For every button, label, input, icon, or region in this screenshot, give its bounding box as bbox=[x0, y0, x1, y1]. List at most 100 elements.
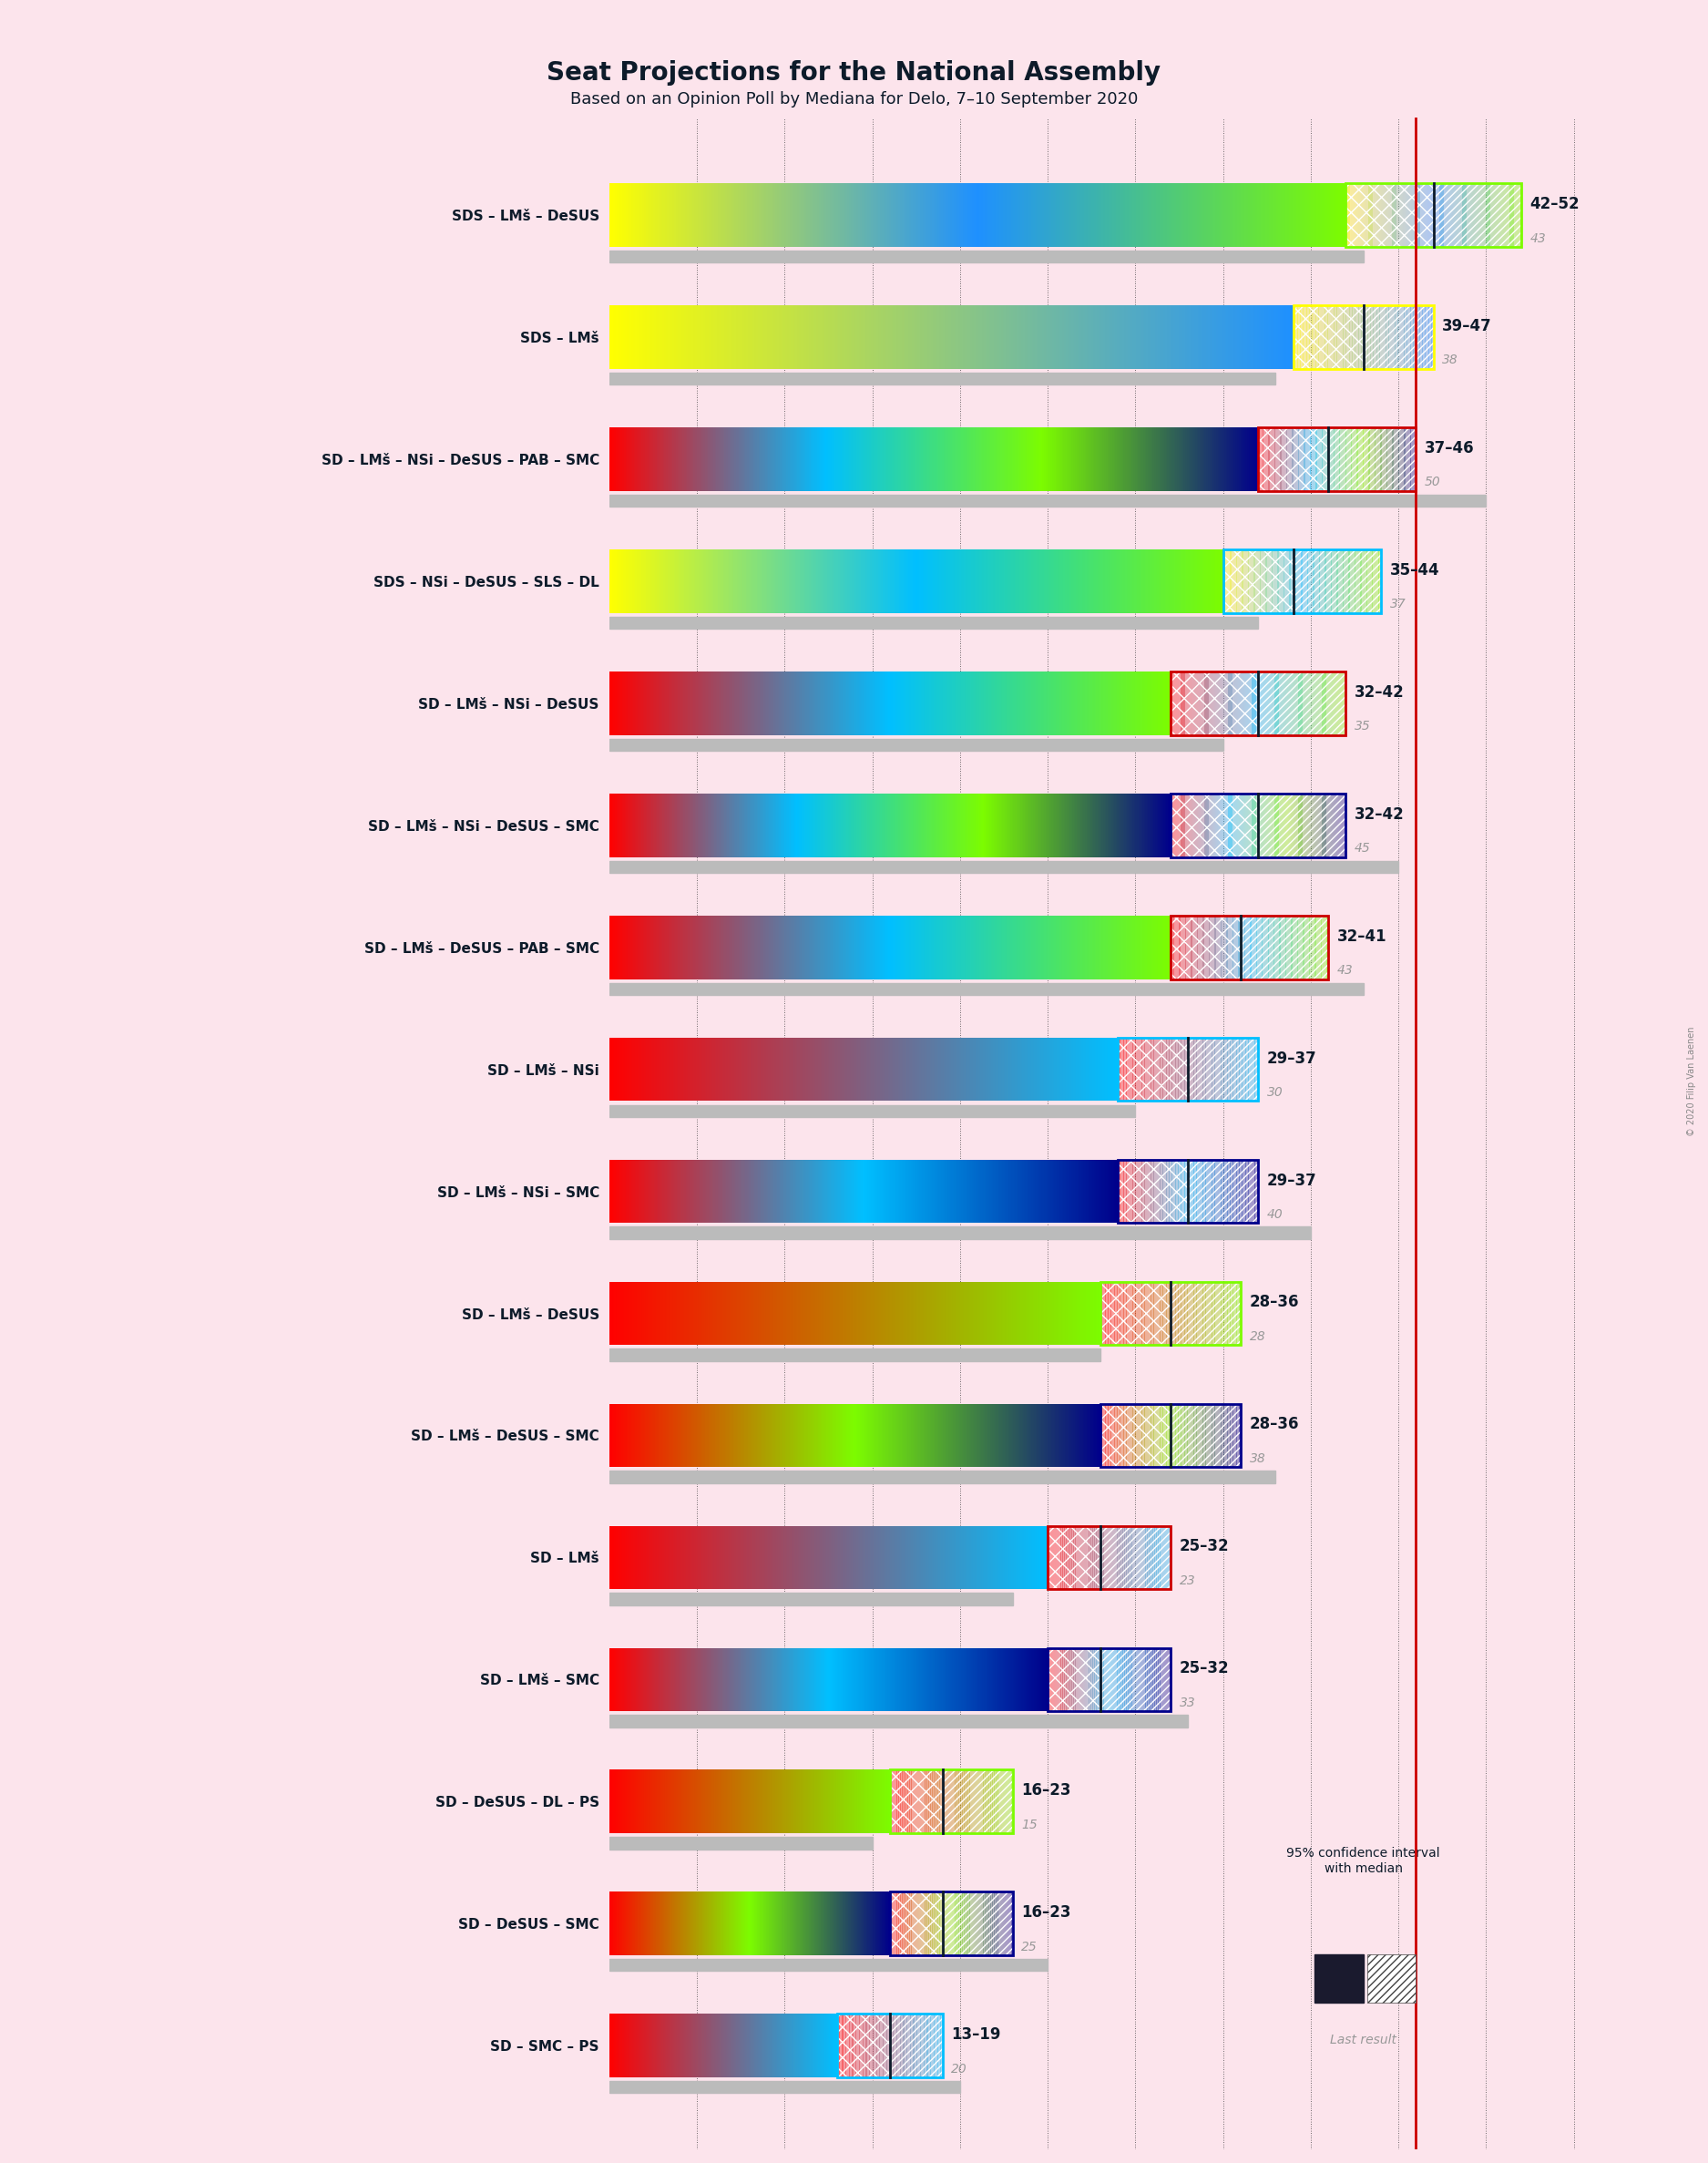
Bar bbox=[823, 184, 825, 247]
Bar bbox=[948, 184, 950, 247]
Bar bbox=[779, 184, 781, 247]
Bar bbox=[1102, 305, 1103, 370]
Bar bbox=[779, 428, 782, 491]
Bar bbox=[704, 549, 705, 612]
Bar bbox=[1170, 671, 1259, 735]
Bar bbox=[1220, 305, 1221, 370]
Bar bbox=[736, 184, 738, 247]
Bar bbox=[1216, 305, 1218, 370]
Bar bbox=[680, 428, 681, 491]
Bar bbox=[1076, 428, 1078, 491]
Bar bbox=[1052, 305, 1054, 370]
Bar bbox=[610, 1960, 1047, 1970]
Bar bbox=[1284, 305, 1286, 370]
Bar bbox=[693, 549, 695, 612]
Bar bbox=[654, 549, 656, 612]
Bar bbox=[642, 305, 644, 370]
Bar bbox=[1098, 428, 1100, 491]
Bar bbox=[980, 305, 982, 370]
Bar bbox=[804, 549, 806, 612]
Bar bbox=[1170, 915, 1240, 980]
Bar bbox=[1197, 549, 1199, 612]
Bar bbox=[1030, 428, 1032, 491]
Bar bbox=[760, 305, 762, 370]
Bar bbox=[1165, 305, 1167, 370]
Bar bbox=[963, 428, 965, 491]
Bar bbox=[625, 428, 627, 491]
Bar bbox=[1250, 428, 1252, 491]
Bar bbox=[1117, 1038, 1259, 1101]
Bar bbox=[997, 305, 999, 370]
Bar bbox=[1185, 184, 1187, 247]
Bar bbox=[1126, 549, 1127, 612]
Bar bbox=[828, 305, 830, 370]
Bar bbox=[1102, 428, 1103, 491]
Bar bbox=[1226, 428, 1228, 491]
Bar bbox=[1249, 305, 1250, 370]
Bar bbox=[794, 305, 796, 370]
Bar bbox=[951, 549, 953, 612]
Bar bbox=[1172, 428, 1173, 491]
Bar bbox=[830, 305, 832, 370]
Text: 29–37: 29–37 bbox=[1267, 1172, 1317, 1190]
Bar bbox=[815, 184, 818, 247]
Bar bbox=[989, 549, 991, 612]
Bar bbox=[927, 549, 929, 612]
Bar bbox=[1108, 428, 1110, 491]
Bar bbox=[1085, 549, 1086, 612]
Bar bbox=[840, 549, 842, 612]
Bar bbox=[1114, 549, 1115, 612]
Bar bbox=[1196, 428, 1197, 491]
Bar bbox=[1086, 549, 1088, 612]
Bar bbox=[1107, 305, 1108, 370]
Bar bbox=[1127, 549, 1129, 612]
Bar bbox=[1009, 428, 1011, 491]
Bar bbox=[777, 428, 779, 491]
Bar bbox=[658, 428, 659, 491]
Bar bbox=[617, 428, 618, 491]
Bar bbox=[770, 305, 772, 370]
Bar bbox=[646, 184, 647, 247]
Bar bbox=[808, 549, 810, 612]
Bar bbox=[1283, 305, 1284, 370]
Bar bbox=[758, 428, 760, 491]
Bar bbox=[1052, 549, 1054, 612]
Bar bbox=[1016, 305, 1018, 370]
Bar bbox=[1003, 184, 1006, 247]
Bar bbox=[1068, 428, 1069, 491]
Bar bbox=[678, 428, 680, 491]
Bar bbox=[690, 549, 692, 612]
Bar bbox=[808, 305, 810, 370]
Bar bbox=[620, 305, 622, 370]
Bar bbox=[880, 428, 881, 491]
Text: 37–46: 37–46 bbox=[1424, 439, 1474, 456]
Bar bbox=[623, 428, 625, 491]
Bar bbox=[753, 549, 755, 612]
Bar bbox=[962, 549, 963, 612]
Bar bbox=[1160, 184, 1161, 247]
Bar bbox=[994, 305, 996, 370]
Bar bbox=[644, 428, 646, 491]
Bar bbox=[874, 305, 876, 370]
Bar bbox=[767, 184, 770, 247]
Bar bbox=[670, 549, 671, 612]
Bar bbox=[688, 184, 690, 247]
Text: Based on an Opinion Poll by Mediana for Delo, 7–10 September 2020: Based on an Opinion Poll by Mediana for … bbox=[570, 91, 1138, 108]
Bar bbox=[1033, 428, 1035, 491]
Bar bbox=[1107, 428, 1108, 491]
Bar bbox=[828, 549, 830, 612]
Bar bbox=[1179, 305, 1180, 370]
Bar bbox=[856, 305, 857, 370]
Bar bbox=[1139, 184, 1141, 247]
Bar bbox=[1337, 184, 1339, 247]
Bar bbox=[1056, 549, 1057, 612]
Bar bbox=[1027, 305, 1028, 370]
Bar bbox=[728, 428, 729, 491]
Bar bbox=[1179, 549, 1180, 612]
Bar bbox=[919, 428, 921, 491]
Bar bbox=[1105, 428, 1107, 491]
Bar bbox=[933, 305, 934, 370]
Bar bbox=[1100, 305, 1102, 370]
Bar bbox=[972, 305, 974, 370]
Bar bbox=[994, 549, 996, 612]
